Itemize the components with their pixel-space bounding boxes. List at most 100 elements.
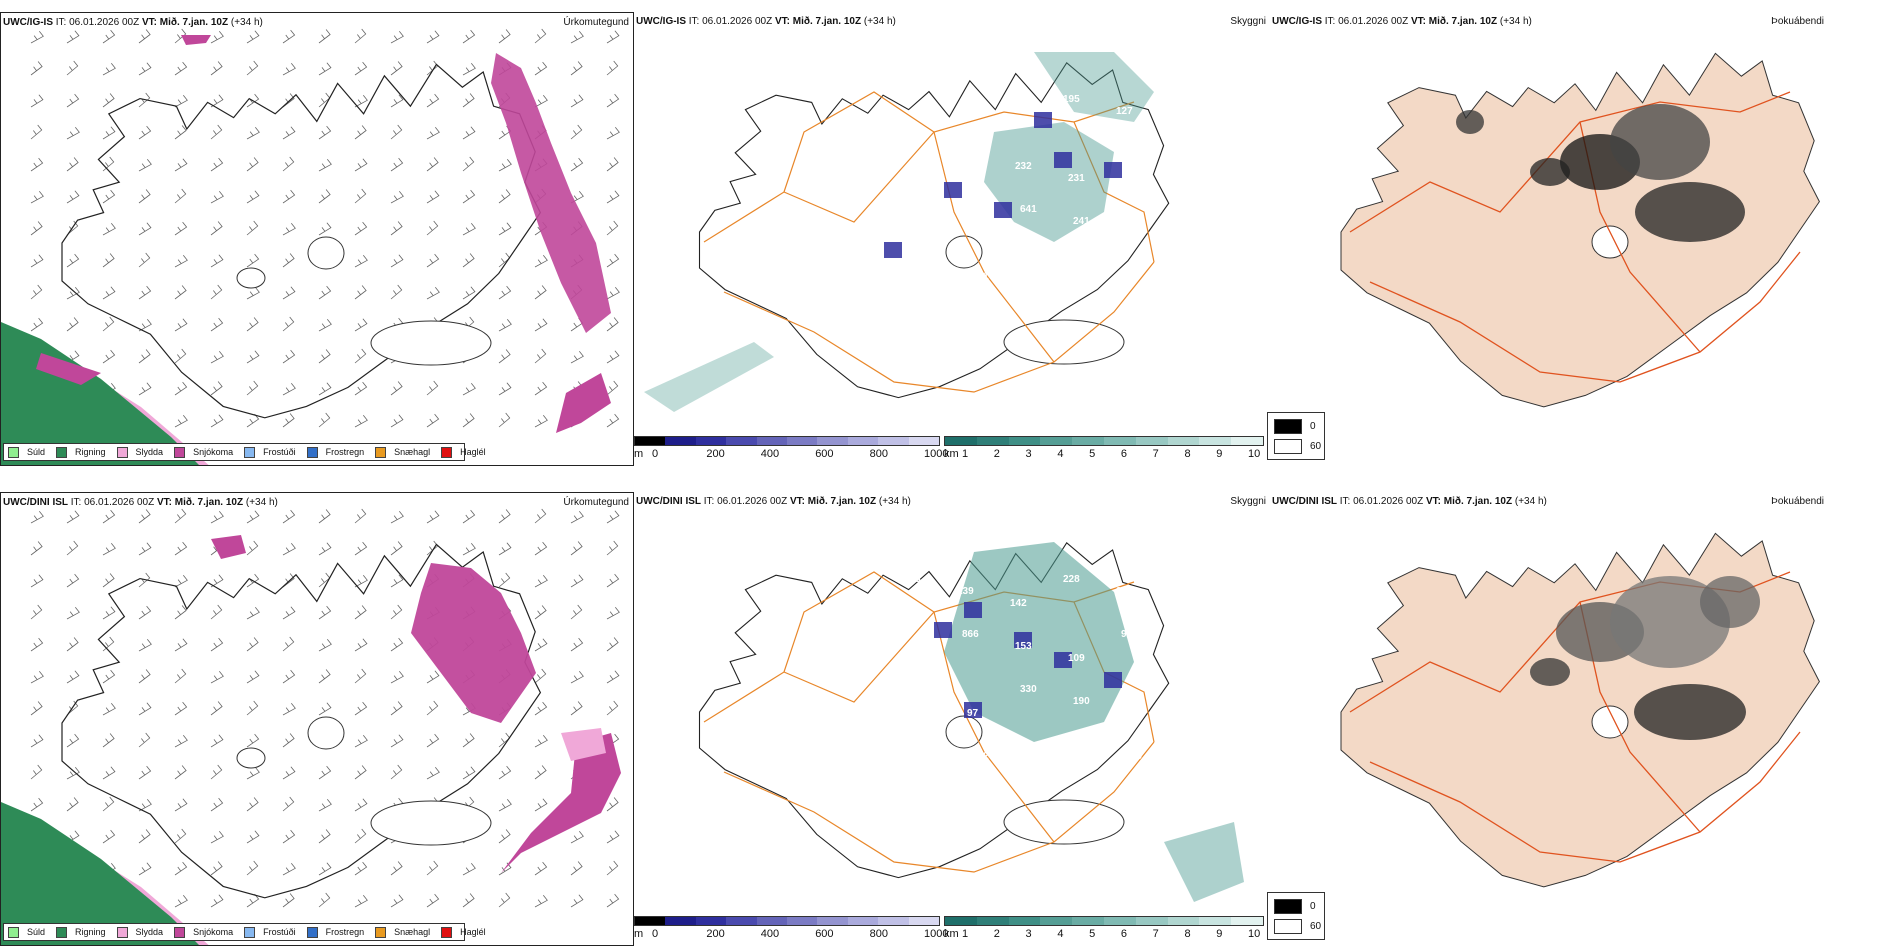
wind-barb bbox=[66, 220, 79, 236]
station-label: 232 bbox=[1015, 161, 1032, 172]
wind-barb bbox=[498, 799, 512, 812]
wind-barb bbox=[426, 287, 440, 300]
wind-barb bbox=[390, 31, 404, 44]
wind-barb bbox=[390, 604, 403, 620]
wind-barb bbox=[246, 60, 259, 76]
fog-indicator-map-1: UWC/IG-IS IT: 06.01.2026 00Z VT: Mið. 7.… bbox=[1270, 12, 1900, 466]
wind-barb bbox=[318, 639, 332, 652]
low-cloud-patch bbox=[1104, 672, 1122, 688]
colorbar-tick: 0 bbox=[652, 928, 659, 940]
wind-barb bbox=[534, 701, 548, 716]
precip-type-map-1: UWC/IG-IS IT: 06.01.2026 00Z VT: Mið. 7.… bbox=[0, 12, 634, 466]
wind-barb bbox=[570, 861, 583, 876]
wind-barb bbox=[318, 892, 331, 908]
low-cloud-patch bbox=[964, 602, 982, 618]
wind-barb bbox=[606, 287, 620, 300]
wind-barb bbox=[66, 60, 79, 76]
wind-barb bbox=[606, 700, 619, 716]
wind-barb bbox=[138, 125, 152, 140]
colorbar-tick: 2 bbox=[993, 928, 1000, 940]
snow-area bbox=[556, 373, 611, 433]
wind-barb bbox=[606, 127, 620, 140]
station-label: 552 bbox=[972, 751, 989, 762]
wind-barb bbox=[462, 543, 476, 556]
wind-barb bbox=[570, 894, 584, 908]
wind-barb bbox=[282, 286, 296, 300]
wind-barb bbox=[462, 253, 475, 268]
wind-barb bbox=[318, 669, 331, 684]
map-title: UWC/IG-IS IT: 06.01.2026 00Z VT: Mið. 7.… bbox=[3, 17, 263, 28]
colorbar-unit: km bbox=[944, 928, 959, 940]
wind-barb bbox=[498, 892, 511, 908]
wind-barb bbox=[498, 765, 512, 780]
snow-area bbox=[411, 563, 536, 723]
visibility-colorbar: km 1 2 3 4 5 6 7 8 9 10 bbox=[944, 436, 1264, 470]
colorbar-tick: 1 bbox=[962, 448, 969, 460]
colorbar-tick: 6 bbox=[1120, 448, 1127, 460]
wind-barb bbox=[282, 863, 296, 876]
wind-barb bbox=[426, 127, 440, 140]
wind-barb bbox=[426, 893, 440, 908]
wind-barb bbox=[174, 381, 188, 396]
low-cloud-patch bbox=[994, 202, 1012, 218]
wind-barb bbox=[138, 222, 152, 236]
wind-barb bbox=[174, 735, 188, 748]
wind-barb bbox=[30, 797, 44, 812]
wind-barb bbox=[138, 669, 151, 684]
road bbox=[1369, 731, 1801, 863]
wind-barb bbox=[354, 861, 368, 876]
station-label: 51 bbox=[914, 216, 926, 227]
wind-barb bbox=[138, 862, 152, 876]
wind-barb bbox=[534, 541, 548, 556]
legend-label: Frostregn bbox=[325, 927, 365, 937]
wind-barb bbox=[102, 29, 116, 44]
wind-barb bbox=[426, 220, 439, 236]
station-label: 181 bbox=[972, 271, 989, 282]
wind-barb bbox=[66, 607, 80, 620]
wind-barb bbox=[534, 798, 548, 812]
land bbox=[1340, 52, 1820, 408]
wind-barb bbox=[210, 894, 224, 908]
wind-barb bbox=[426, 733, 440, 748]
legend-label: Súld bbox=[27, 927, 46, 937]
wind-barb bbox=[30, 124, 43, 140]
wind-barb bbox=[606, 797, 619, 812]
wind-barb bbox=[102, 286, 116, 300]
wind-barb bbox=[210, 221, 223, 236]
legend-label: Snjókoma bbox=[193, 447, 234, 457]
precip-map-canvas bbox=[1, 508, 621, 945]
legend-swatch bbox=[56, 446, 68, 458]
wind-barb bbox=[30, 61, 43, 76]
wind-barb bbox=[390, 861, 403, 876]
cloud-visibility-map-1: Skyggni 28 180 213 195 127 227 198 232 231 135 51 6… bbox=[634, 12, 1270, 466]
colorbar-bin bbox=[1199, 437, 1232, 445]
snow-area bbox=[211, 535, 246, 559]
wind-barb bbox=[30, 511, 44, 524]
wind-barb bbox=[570, 511, 584, 524]
colorbar-tick: 10 bbox=[1248, 928, 1261, 940]
colorbar-tick: 8 bbox=[1184, 928, 1191, 940]
wind-barb bbox=[138, 349, 151, 364]
station-label: 139 bbox=[957, 586, 974, 597]
wind-barb bbox=[246, 287, 260, 300]
wind-barb bbox=[354, 221, 368, 236]
wind-barb bbox=[606, 573, 620, 588]
legend-label: Snjókoma bbox=[193, 927, 234, 937]
wind-barb bbox=[246, 380, 259, 396]
wind-barb bbox=[390, 124, 403, 140]
wind-barb bbox=[210, 31, 224, 44]
snow-area bbox=[181, 35, 211, 45]
fog-legend-max: 60 bbox=[1310, 921, 1322, 932]
wind-barb bbox=[318, 412, 331, 428]
wind-barb bbox=[282, 829, 296, 844]
wind-barb bbox=[246, 317, 259, 332]
colorbar-tick: 7 bbox=[1152, 928, 1159, 940]
colorbar-tick: 7 bbox=[1152, 448, 1159, 460]
wind-barb bbox=[210, 637, 224, 652]
wind-barb bbox=[390, 191, 404, 204]
colorbar-bin bbox=[976, 917, 1009, 925]
wind-barb bbox=[390, 734, 404, 748]
legend-swatch bbox=[244, 446, 256, 458]
colorbar-bin bbox=[945, 917, 977, 925]
wind-barb bbox=[390, 701, 403, 716]
